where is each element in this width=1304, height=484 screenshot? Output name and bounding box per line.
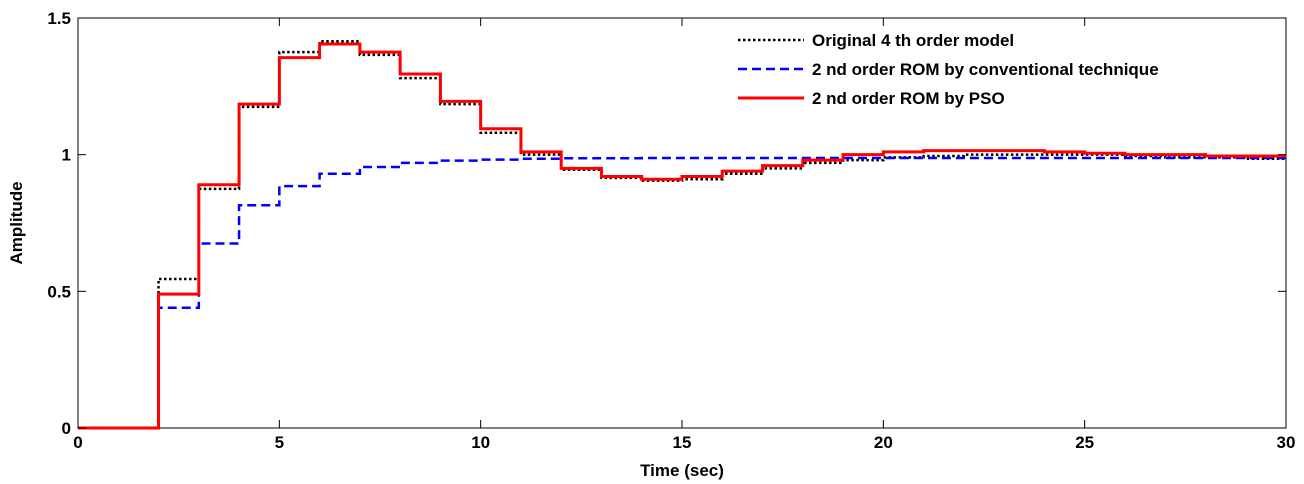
legend-label-1: Original 4 th order model bbox=[812, 31, 1014, 50]
x-axis-label: Time (sec) bbox=[640, 461, 724, 480]
legend-label-3: 2 nd order ROM by PSO bbox=[812, 89, 1005, 108]
y-tick-label: 0 bbox=[62, 419, 71, 438]
legend: Original 4 th order model 2 nd order ROM … bbox=[738, 31, 1159, 108]
legend-label-2: 2 nd order ROM by conventional technique bbox=[812, 60, 1159, 79]
series-group bbox=[78, 39, 1286, 430]
ticks-group bbox=[77, 17, 1287, 429]
x-tick-label: 30 bbox=[1277, 433, 1296, 452]
x-tick-label: 0 bbox=[73, 433, 82, 452]
x-tick-label: 10 bbox=[471, 433, 490, 452]
plot-area bbox=[77, 17, 1287, 429]
x-tick-label: 20 bbox=[874, 433, 893, 452]
series-line-1 bbox=[78, 39, 1286, 430]
x-tick-label: 15 bbox=[673, 433, 692, 452]
tick-labels-group: 0 5 10 15 20 25 30 0 0.5 1 1.5 bbox=[47, 9, 1295, 452]
plot-frame bbox=[77, 17, 1287, 429]
series-line-3 bbox=[78, 42, 1286, 430]
series-line-2 bbox=[78, 156, 1286, 430]
x-tick-label: 25 bbox=[1075, 433, 1094, 452]
x-tick-label: 5 bbox=[275, 433, 284, 452]
y-axis-label: Amplitude bbox=[7, 181, 26, 264]
y-tick-label: 1 bbox=[62, 146, 71, 165]
y-tick-label: 0.5 bbox=[47, 282, 71, 301]
y-tick-label: 1.5 bbox=[47, 9, 71, 28]
